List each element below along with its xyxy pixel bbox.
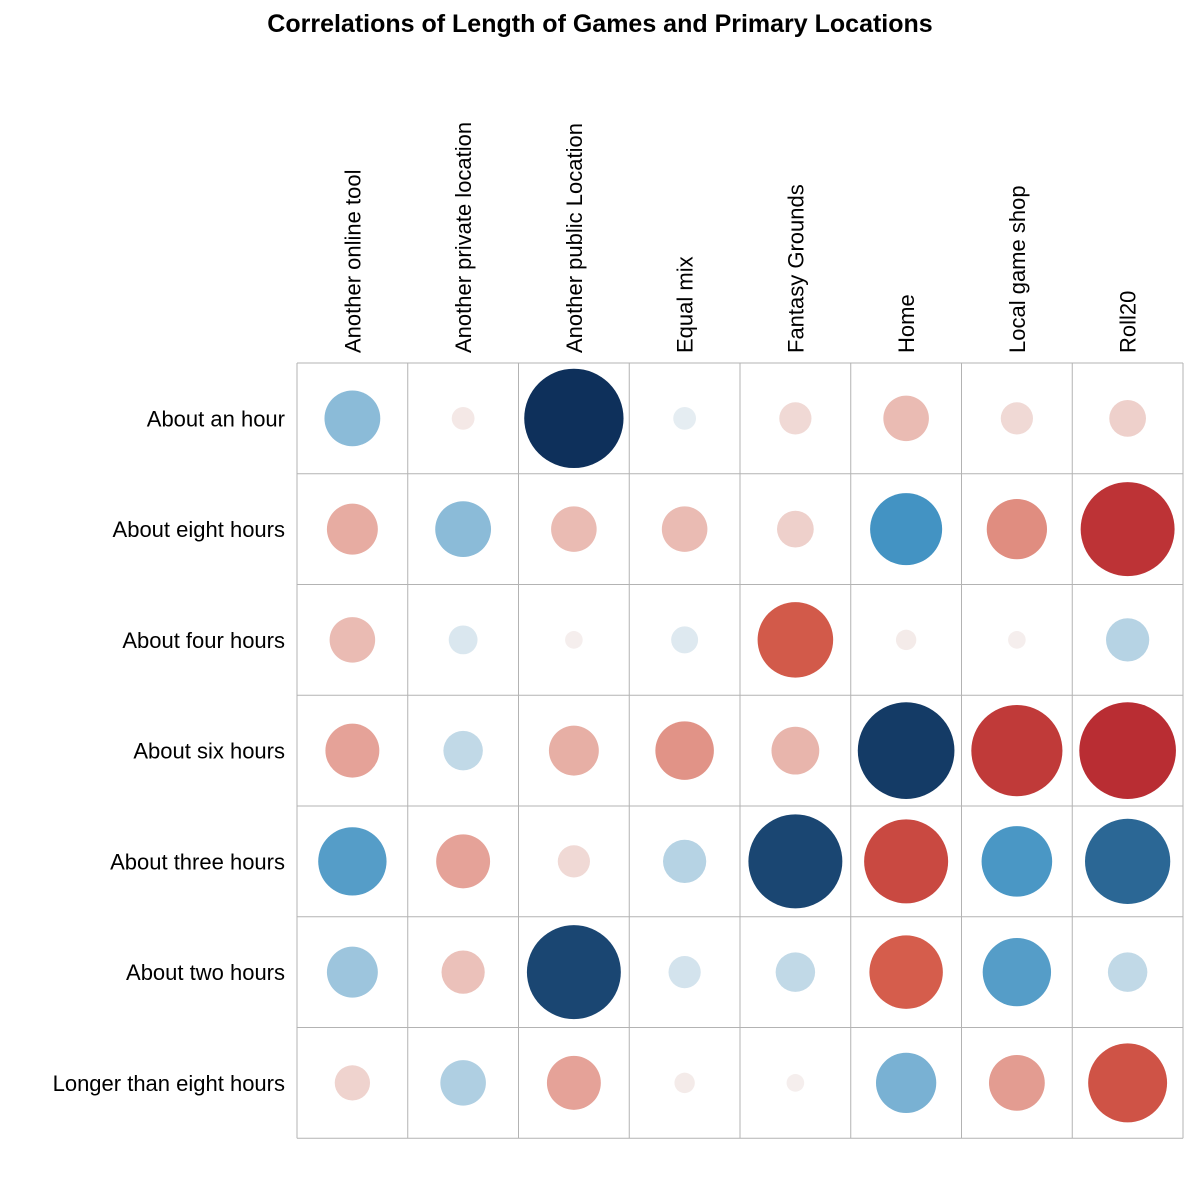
- column-label: Home: [894, 294, 919, 353]
- row-labels: About an hour About eight hours About four…: [53, 406, 285, 1096]
- correlation-circle: [786, 1074, 805, 1092]
- correlation-circle: [1080, 482, 1175, 577]
- correlation-circle: [982, 937, 1052, 1007]
- correlation-circle: [674, 1072, 695, 1094]
- column-label: Roll20: [1116, 291, 1141, 353]
- row-label: Longer than eight hours: [53, 1071, 285, 1096]
- correlation-circle: [443, 730, 483, 771]
- column-label: Equal mix: [673, 256, 698, 353]
- correlation-circle: [895, 629, 917, 651]
- correlation-circle: [326, 946, 378, 998]
- grid-lines: [296, 362, 1184, 1139]
- correlation-circle: [448, 625, 478, 655]
- column-labels: Another online tool Another private locat…: [340, 122, 1140, 353]
- correlation-circle: [663, 839, 707, 883]
- row-label: About two hours: [126, 960, 285, 985]
- correlation-circles: [318, 368, 1176, 1123]
- correlation-circle: [771, 726, 820, 775]
- correlation-circle: [671, 626, 699, 654]
- correlation-circle: [661, 506, 708, 552]
- correlation-circle: [1008, 631, 1026, 649]
- correlation-circle: [988, 1054, 1045, 1111]
- row-label: About six hours: [133, 739, 285, 764]
- correlation-circle: [557, 845, 590, 878]
- correlation-circle: [451, 406, 475, 430]
- correlation-circle: [971, 705, 1063, 797]
- correlation-circle: [1109, 400, 1146, 437]
- correlation-circle: [546, 1055, 601, 1110]
- column-label: Another public Location: [562, 123, 587, 353]
- correlation-circle: [526, 925, 621, 1020]
- correlation-circle: [981, 826, 1053, 897]
- correlation-circle: [673, 406, 697, 430]
- column-label: Local game shop: [1005, 185, 1030, 353]
- correlation-circle: [869, 935, 943, 1009]
- correlation-circle: [870, 493, 943, 566]
- correlation-circle: [668, 956, 701, 989]
- correlation-circle: [329, 617, 376, 663]
- correlation-circle: [1088, 1043, 1168, 1123]
- correlation-circle: [748, 814, 843, 909]
- correlation-circle: [318, 827, 387, 896]
- correlation-circle: [548, 725, 599, 776]
- correlation-circle: [857, 702, 955, 799]
- row-label: About four hours: [122, 628, 285, 653]
- correlation-circle: [324, 390, 381, 447]
- correlation-circle: [436, 834, 491, 889]
- chart-title: Correlations of Length of Games and Prim…: [267, 10, 932, 38]
- row-label: About three hours: [110, 849, 285, 874]
- correlation-circle: [325, 723, 380, 778]
- row-label: About eight hours: [113, 517, 285, 542]
- correlation-circle: [757, 602, 834, 678]
- correlation-circle: [1000, 402, 1033, 435]
- correlation-circle: [777, 510, 814, 548]
- correlation-circle: [1085, 818, 1171, 904]
- column-label: Fantasy Grounds: [783, 184, 808, 353]
- correlation-circle: [1079, 702, 1176, 799]
- correlation-circle: [440, 1060, 486, 1106]
- column-label: Another online tool: [340, 170, 365, 353]
- correlation-circle: [435, 501, 492, 558]
- correlation-circle: [883, 395, 929, 442]
- correlation-circle: [864, 819, 949, 904]
- correlation-circle: [551, 506, 597, 552]
- column-label: Another private location: [451, 122, 476, 353]
- correlation-circle: [565, 631, 583, 649]
- correlation-circle: [655, 721, 714, 780]
- correlation-circle: [334, 1065, 371, 1101]
- correlation-circle: [875, 1052, 937, 1114]
- correlation-circle: [441, 950, 485, 994]
- correlation-circle: [986, 498, 1048, 560]
- correlation-circle: [1106, 618, 1150, 662]
- row-label: About an hour: [147, 406, 285, 431]
- correlation-circle: [326, 503, 378, 555]
- correlation-circle: [1107, 952, 1148, 992]
- correlation-circle: [524, 368, 624, 469]
- correlation-circle: [779, 402, 812, 435]
- correlation-circle: [775, 952, 816, 992]
